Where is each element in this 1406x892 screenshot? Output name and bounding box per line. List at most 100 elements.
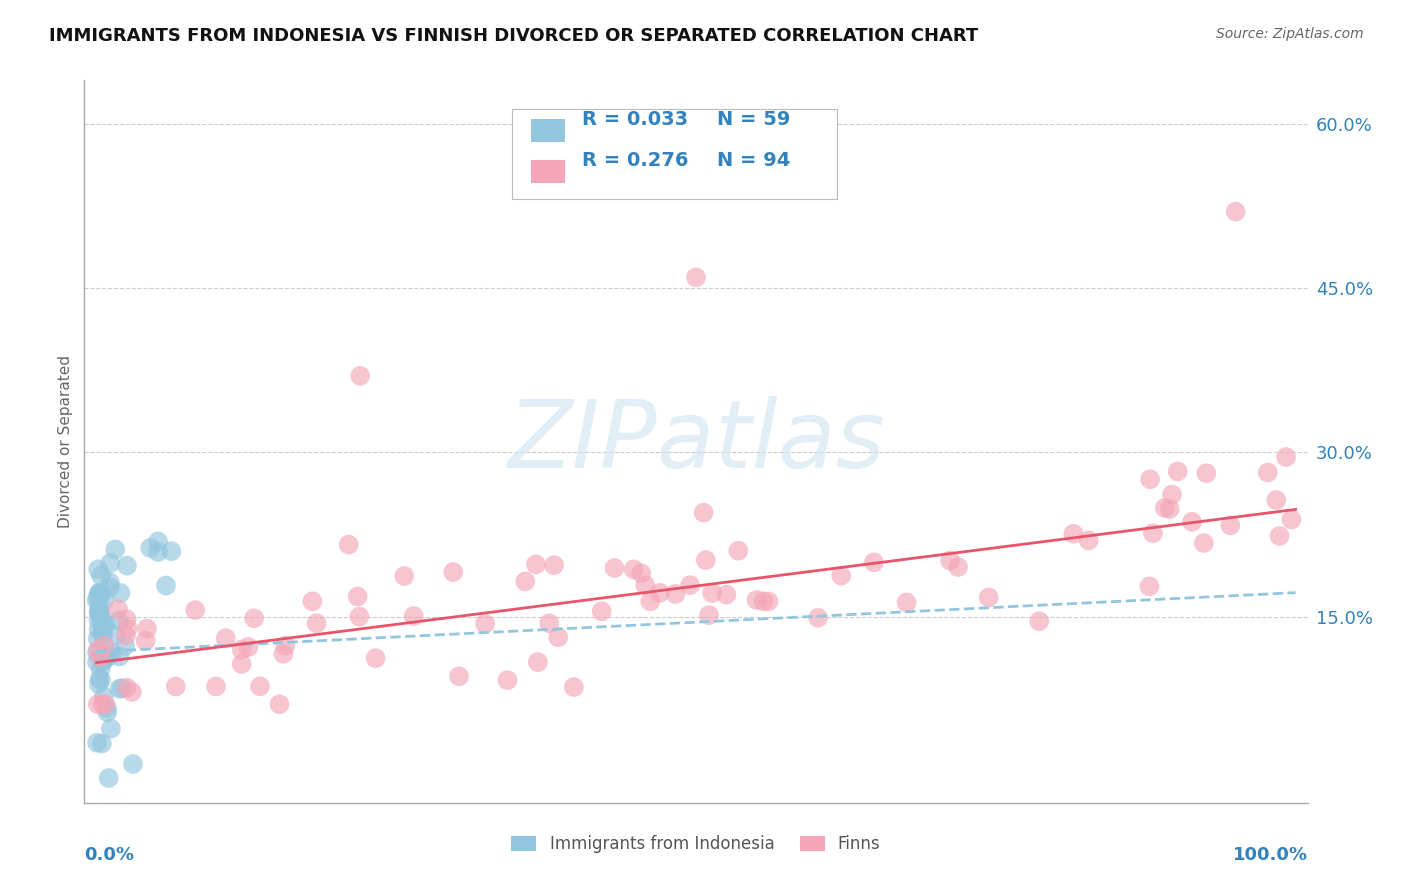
Point <box>115 612 138 626</box>
Point <box>108 649 131 664</box>
Point <box>184 603 207 617</box>
Text: IMMIGRANTS FROM INDONESIA VS FINNISH DIVORCED OR SEPARATED CORRELATION CHART: IMMIGRANTS FROM INDONESIA VS FINNISH DIV… <box>49 27 979 45</box>
Point <box>638 594 661 608</box>
Text: ZIPatlas: ZIPatlas <box>508 396 884 487</box>
Point <box>402 609 425 624</box>
Point <box>515 574 537 589</box>
Point <box>91 626 114 640</box>
Point <box>94 617 117 632</box>
Point <box>93 618 115 632</box>
Point <box>349 609 371 624</box>
Point <box>94 652 117 666</box>
Point <box>87 632 110 646</box>
Point <box>96 701 118 715</box>
FancyBboxPatch shape <box>513 109 837 200</box>
Point <box>135 633 157 648</box>
Point <box>1077 533 1099 548</box>
Point <box>90 662 112 676</box>
Point <box>165 680 187 694</box>
Point <box>87 589 110 603</box>
Point <box>91 655 114 669</box>
Point <box>146 545 169 559</box>
Point <box>538 616 561 631</box>
Point <box>108 681 131 696</box>
Legend: Immigrants from Indonesia, Finns: Immigrants from Indonesia, Finns <box>505 828 887 860</box>
Point <box>87 623 110 637</box>
Point <box>692 506 714 520</box>
Point <box>107 614 129 628</box>
Point <box>231 642 253 657</box>
Point <box>301 594 323 608</box>
Point <box>1062 526 1084 541</box>
Point <box>98 575 121 590</box>
Point <box>115 558 138 573</box>
Point <box>939 553 962 567</box>
Point <box>87 677 110 691</box>
Point <box>91 648 114 663</box>
Point <box>86 655 108 669</box>
Point <box>90 587 112 601</box>
Point <box>91 621 114 635</box>
Point <box>1268 529 1291 543</box>
Point <box>685 270 707 285</box>
Point <box>87 595 110 609</box>
Point <box>89 650 111 665</box>
Point <box>364 651 387 665</box>
Point <box>1181 515 1204 529</box>
Point <box>231 657 253 671</box>
Point <box>603 561 626 575</box>
Point <box>807 611 830 625</box>
Point <box>1142 526 1164 541</box>
Text: R = 0.033: R = 0.033 <box>582 110 689 129</box>
Point <box>243 611 266 625</box>
Point <box>562 680 585 694</box>
Point <box>100 722 122 736</box>
Point <box>104 542 127 557</box>
Point <box>91 652 114 666</box>
Point <box>1161 487 1184 501</box>
Point <box>1265 493 1288 508</box>
Text: 100.0%: 100.0% <box>1233 847 1308 864</box>
Point <box>107 602 129 616</box>
Point <box>1159 502 1181 516</box>
Point <box>136 622 159 636</box>
Point <box>1195 466 1218 480</box>
Point <box>93 690 115 704</box>
Point <box>205 680 228 694</box>
Point <box>111 681 134 696</box>
Point <box>89 672 111 686</box>
Point <box>90 612 112 626</box>
FancyBboxPatch shape <box>531 119 565 142</box>
Point <box>547 630 569 644</box>
Text: N = 59: N = 59 <box>717 110 790 129</box>
Point <box>90 737 112 751</box>
Point <box>96 705 118 719</box>
Point <box>716 588 738 602</box>
Point <box>117 621 139 635</box>
Point <box>496 673 519 688</box>
Point <box>745 593 768 607</box>
FancyBboxPatch shape <box>531 161 565 183</box>
Point <box>115 629 138 643</box>
Point <box>648 586 671 600</box>
Point <box>1139 472 1161 486</box>
Point <box>249 679 271 693</box>
Point <box>630 566 652 581</box>
Point <box>87 613 110 627</box>
Point <box>98 581 121 595</box>
Point <box>89 586 111 600</box>
Point <box>91 629 114 643</box>
Point <box>215 631 238 645</box>
Point <box>273 647 295 661</box>
Text: N = 94: N = 94 <box>717 152 790 170</box>
Point <box>87 605 110 619</box>
Point <box>1219 518 1241 533</box>
Point <box>87 698 110 712</box>
Point <box>1153 500 1175 515</box>
Point <box>98 648 121 663</box>
Point <box>1275 450 1298 464</box>
Point <box>394 569 416 583</box>
Text: R = 0.276: R = 0.276 <box>582 152 689 170</box>
Point <box>238 640 260 654</box>
Point <box>269 698 291 712</box>
